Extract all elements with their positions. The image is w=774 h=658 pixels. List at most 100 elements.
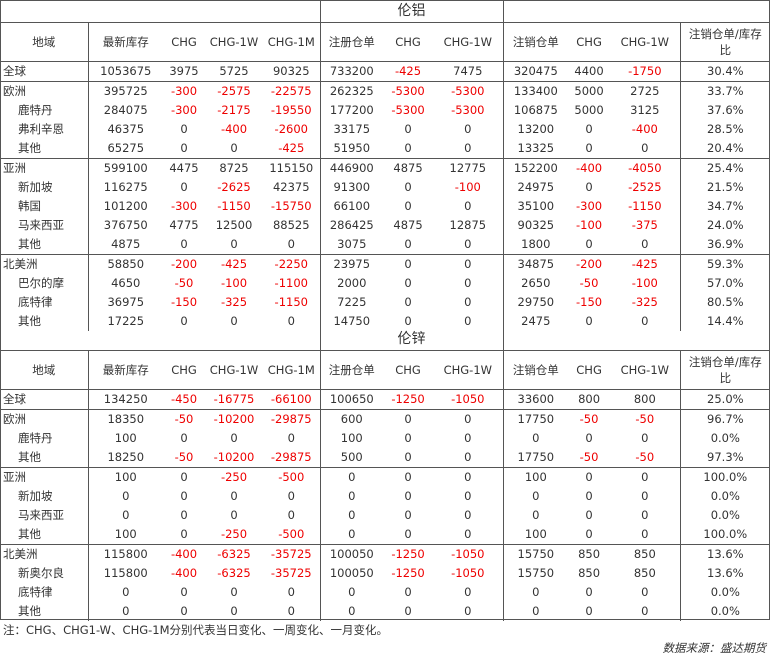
- region-row: 全球 1053675 3975 5725 90325 733200 -425 7475 3204…: [0, 61, 770, 82]
- table-cell: -100: [576, 218, 603, 232]
- table-cell: 0: [320, 467, 384, 487]
- table-cell: 0: [610, 583, 681, 602]
- table-cell: 0: [433, 254, 504, 274]
- table-cell: 0: [404, 180, 412, 194]
- border-right: [769, 0, 770, 620]
- table-cell: 3125: [610, 101, 681, 120]
- table-cell: 15750: [503, 544, 569, 564]
- table-cell: 0: [230, 314, 238, 328]
- table-cell: -5300: [391, 103, 425, 117]
- location-row: 其他 18250 -50 -10200 -29875 500 0 0 17750 -50 -50 97…: [0, 448, 770, 468]
- table-cell: 0: [404, 585, 412, 599]
- region-name: 马来西亚: [0, 506, 89, 525]
- table-cell: 0: [230, 508, 238, 522]
- table-cell: 0: [180, 527, 188, 541]
- table-cell: 0: [585, 314, 593, 328]
- table-cell: 115800: [88, 544, 163, 564]
- region-name: 马来西亚: [0, 216, 89, 235]
- region-name: 北美洲: [0, 254, 89, 274]
- location-row: 其他 65275 0 0 -425 51950 0 0 13325 0 0 20.4%: [0, 139, 770, 159]
- column-header: CHG-1M: [263, 350, 321, 390]
- table-cell: -300: [170, 199, 198, 213]
- table-cell: 33600: [517, 392, 555, 406]
- table-cell: 0: [433, 525, 504, 545]
- location-row: 其他 100 0 -250 -500 0 0 0 100 0 0 100.0%: [0, 525, 770, 545]
- region-name: 新加坡: [0, 178, 89, 197]
- table-cell: 284075: [103, 103, 148, 117]
- table-cell: 0: [433, 235, 504, 255]
- table-cell: -1250: [383, 544, 434, 564]
- table-cell: 100650: [329, 392, 374, 406]
- table-cell: 0: [122, 585, 130, 599]
- table-cell: -2250: [263, 254, 321, 274]
- table-cell: 0: [610, 525, 681, 545]
- table-cell: -400: [220, 122, 248, 136]
- table-cell: 13325: [517, 141, 555, 155]
- table-cell: 0.0%: [710, 585, 740, 599]
- table-cell: -50: [163, 409, 205, 429]
- table-cell: 7225: [337, 295, 367, 309]
- table-cell: 0: [532, 604, 540, 618]
- table-cell: 100050: [329, 566, 374, 580]
- location-row: 底特律 0 0 0 0 0 0 0 0 0 0 0.0%: [0, 583, 770, 602]
- table-cell: 25.0%: [707, 392, 744, 406]
- table-cell: 0: [610, 487, 681, 506]
- table-cell: 0: [383, 467, 434, 487]
- table-cell: 35100: [517, 199, 555, 213]
- table-cell: 0: [263, 429, 321, 448]
- table-cell: 800: [578, 392, 601, 406]
- column-header-row: 地域 最新库存 CHG CHG-1W CHG-1M 注册仓单 CHG CHG-1W 注销仓单 CH…: [0, 350, 771, 390]
- table-cell: -50: [610, 448, 681, 468]
- region-name: 其他: [0, 235, 89, 255]
- table-cell: 0: [230, 489, 238, 503]
- region-name: 其他: [0, 139, 89, 159]
- table-cell: 0: [610, 429, 681, 448]
- table-cell: 12875: [433, 216, 504, 235]
- table-cell: 0: [404, 199, 412, 213]
- table-cell: -250: [220, 527, 248, 541]
- table-cell: 0: [180, 314, 188, 328]
- table-cell: 850: [610, 544, 681, 564]
- table-cell: 850: [578, 566, 601, 580]
- table-cell: 0: [404, 276, 412, 290]
- region-name: 亚洲: [0, 158, 89, 178]
- table-cell: 4875: [383, 158, 434, 178]
- table-cell: -4050: [610, 158, 681, 178]
- region-name: 新奥尔良: [0, 564, 89, 583]
- table-cell: -400: [163, 544, 205, 564]
- table-cell: 0: [433, 409, 504, 429]
- table-cell: 115150: [263, 158, 321, 178]
- table-cell: 0: [433, 197, 504, 216]
- table-cell: 97.3%: [707, 450, 744, 464]
- table-cell: 800: [610, 389, 681, 410]
- table-cell: 0: [585, 237, 593, 251]
- table-cell: 100.0%: [703, 527, 748, 541]
- table-cell: -425: [263, 139, 321, 159]
- table-cell: -300: [170, 103, 198, 117]
- region-name: 其他: [0, 448, 89, 468]
- column-header: 最新库存: [88, 350, 163, 390]
- table-cell: 101200: [103, 199, 148, 213]
- table-cell: 0: [585, 489, 593, 503]
- table-cell: -50: [610, 409, 681, 429]
- table-cell: 18350: [88, 409, 163, 429]
- table-cell: -19550: [263, 101, 321, 120]
- table-cell: 0: [180, 585, 188, 599]
- region-name: 鹿特丹: [0, 101, 89, 120]
- table-cell: 12500: [215, 218, 253, 232]
- region-name: 全球: [0, 61, 89, 82]
- table-cell: 0: [585, 141, 593, 155]
- table-cell: 3975: [169, 64, 199, 78]
- table-cell: 600: [320, 409, 384, 429]
- table-cell: -29875: [263, 448, 321, 468]
- table-cell: 152200: [503, 158, 569, 178]
- column-header: 注销仓单: [503, 350, 569, 390]
- table-cell: 13.6%: [680, 544, 771, 564]
- column-header: 注销仓单: [503, 22, 569, 62]
- region-name: 全球: [0, 389, 89, 410]
- column-header: CHG-1W: [205, 22, 263, 62]
- column-header: 地域: [0, 350, 89, 390]
- column-header: 注销仓单/库存比: [680, 350, 771, 390]
- border-bottom: [0, 619, 770, 620]
- table-cell: 0: [433, 602, 504, 621]
